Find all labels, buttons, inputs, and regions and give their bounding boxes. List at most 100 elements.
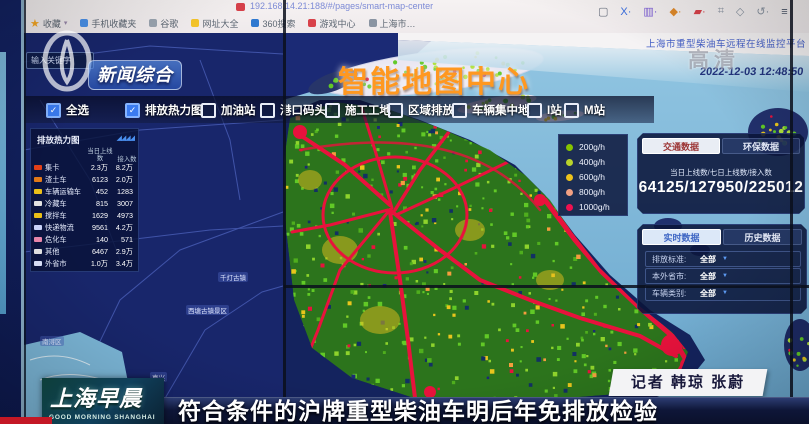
bookmark-item[interactable]: 谷歌 (149, 17, 178, 30)
checkbox-m-station[interactable]: ✓M站 (564, 102, 605, 118)
truck-icon (34, 201, 42, 206)
today-online-value: 2.3万 (90, 162, 108, 172)
checkbox-icon: ✓ (201, 102, 216, 118)
connected-value: 1283 (117, 187, 133, 196)
menu-icon[interactable]: ≡ (781, 5, 788, 18)
emission-heatmap (284, 102, 688, 400)
shield-icon[interactable]: ◆· (669, 6, 682, 18)
realtime-data-panel: 实时数据 历史数据 排放标准: 全部 ▼ 本外省市: 全部 ▼ 车辆类别: 全部 ▼ (637, 224, 807, 314)
site-icon (368, 19, 377, 27)
today-online-value: 140 (96, 235, 108, 244)
checkbox-icon: ✓ (125, 102, 140, 118)
address-bar[interactable]: 192.168.14.21:188/#/pages/smart-map-cent… (250, 1, 434, 11)
chevron-down-icon: ▼ (722, 256, 728, 262)
truck-icon (34, 177, 42, 182)
checkbox-port-wharf[interactable]: ✓港口码头 (260, 102, 326, 118)
today-online-value: 1629 (92, 211, 108, 220)
bookmark-item[interactable]: 上海市… (368, 17, 416, 30)
truck-icon (34, 165, 42, 170)
truck-icon (34, 249, 42, 254)
bookmark-favorites[interactable]: ★ 收藏 ▾ (30, 17, 68, 30)
diamond-icon[interactable]: ◇ (735, 6, 745, 18)
tab-history-data[interactable]: 历史数据 (723, 229, 802, 245)
vehicle-type-label: 快递物流 (45, 222, 74, 232)
vehicle-stat-row: 危化车 140 571 (34, 234, 133, 245)
extension-x-icon[interactable]: X· (620, 5, 632, 18)
truck-icon (34, 225, 42, 230)
legend-dot-icon (566, 158, 573, 166)
vehicle-stat-row: 其他 6467 2.9万 (34, 246, 133, 257)
vehicle-type-label: 车辆运输车 (45, 186, 81, 196)
left-monitor-sliver (0, 0, 22, 424)
today-online-value: 1.0万 (90, 258, 108, 268)
program-logo: 上海早晨 GOOD MORNING SHANGHAI (42, 378, 164, 424)
connected-value: 571 (121, 235, 133, 244)
checkbox-vehicle-cluster[interactable]: ✓车辆集中地 (452, 102, 530, 118)
checkbox-icon: ✓ (260, 102, 275, 118)
bezel-horizontal (284, 285, 809, 288)
bezel-vertical (790, 0, 793, 397)
game-icon (308, 19, 317, 27)
bookmark-item[interactable]: 360搜索 (251, 17, 295, 30)
map-center-title: 智能地图中心 (338, 66, 530, 99)
vehicle-stat-row: 快递物流 9561 4.2万 (34, 222, 133, 233)
apps-grid-icon[interactable]: ⌗ (717, 5, 724, 17)
vehicle-type-label: 外省市 (45, 258, 67, 268)
url-badge-icon (236, 3, 245, 11)
vehicle-type-label: 集卡 (45, 162, 60, 172)
legend-dot-icon (566, 203, 573, 211)
connected-value: 2.0万 (115, 174, 133, 184)
refresh-icon[interactable]: ↺· (756, 6, 770, 18)
channel-logo-icon (42, 30, 92, 92)
vehicle-stat-row: 搅拌车 1629 4973 (34, 210, 133, 221)
today-online-value: 9561 (92, 223, 108, 232)
flag-icon[interactable]: ▰· (693, 6, 706, 18)
star-icon: ★ (30, 17, 40, 30)
map-town-label: 西塘古镇景区 (186, 305, 229, 315)
connected-value: 8.2万 (115, 162, 133, 172)
filter-emission-standard[interactable]: 排放标准: 全部 ▼ (645, 251, 801, 267)
filter-local-nonlocal[interactable]: 本外省市: 全部 ▼ (645, 268, 801, 284)
bookmark-item[interactable]: 网址大全 (191, 17, 238, 30)
page-icon (149, 19, 158, 27)
extension-icon[interactable]: ▥· (643, 6, 658, 18)
checkbox-construction-site[interactable]: ✓施工工地 (325, 102, 391, 118)
vehicle-type-label: 危化车 (45, 234, 67, 244)
reporter-credit: 记者 韩琼 张蔚 (608, 369, 768, 396)
emission-legend: 200g/h 400g/h 600g/h 800g/h 1000g/h (558, 134, 628, 216)
legend-dot-icon (566, 143, 573, 151)
bookmark-item[interactable]: 游戏中心 (308, 17, 356, 30)
truck-icon (34, 237, 42, 242)
checkbox-icon: ✓ (564, 102, 579, 118)
vehicle-stat-row: 车辆运输车 452 1283 (34, 186, 133, 197)
emission-heatmap-panel: 排放热力图 ◢◢◢◢ 当日上线数 接入数 (30, 128, 139, 272)
checkbox-icon: ✓ (46, 102, 61, 118)
metric-label: 当日上线数/七日上线数/接入数 (670, 168, 772, 177)
legend-item: 400g/h (566, 157, 605, 167)
today-online-value: 452 (96, 187, 108, 196)
legend-item: 1000g/h (566, 202, 610, 212)
legend-item: 600g/h (566, 172, 605, 182)
checkbox-area-emission[interactable]: ✓区域排放 (388, 102, 454, 118)
site-icon (191, 19, 200, 27)
bookmark-item[interactable]: 手机收藏夹 (80, 17, 136, 30)
tab-realtime-data[interactable]: 实时数据 (642, 229, 721, 245)
window-icon[interactable]: ▢ (598, 6, 609, 18)
hd-badge: 高清 (688, 49, 740, 72)
checkbox-i-station[interactable]: ✓I站 (527, 102, 562, 118)
tab-traffic-data[interactable]: 交通数据 (642, 138, 720, 154)
ticker-red-strip (0, 417, 52, 424)
checkbox-select-all[interactable]: ✓ 全选 (46, 102, 89, 118)
checkbox-icon: ✓ (388, 102, 403, 118)
vehicle-type-label: 搅拌车 (45, 210, 67, 220)
tab-environment-data[interactable]: 环保数据 (722, 138, 800, 154)
bookmarks-bar: ★ 收藏 ▾ 手机收藏夹 谷歌 网址大全 360搜索 游戏中心 上海市… (30, 15, 416, 31)
vehicle-stat-row: 外省市 1.0万 3.4万 (34, 258, 133, 269)
vehicle-stat-row: 集卡 2.3万 8.2万 (34, 162, 133, 173)
legend-dot-icon (566, 173, 573, 181)
connected-value: 3007 (117, 199, 133, 208)
checkbox-gas-station[interactable]: ✓加油站 (201, 102, 256, 118)
checkbox-heatmap[interactable]: ✓ 排放热力图 (125, 102, 203, 118)
checkbox-icon: ✓ (527, 102, 542, 118)
